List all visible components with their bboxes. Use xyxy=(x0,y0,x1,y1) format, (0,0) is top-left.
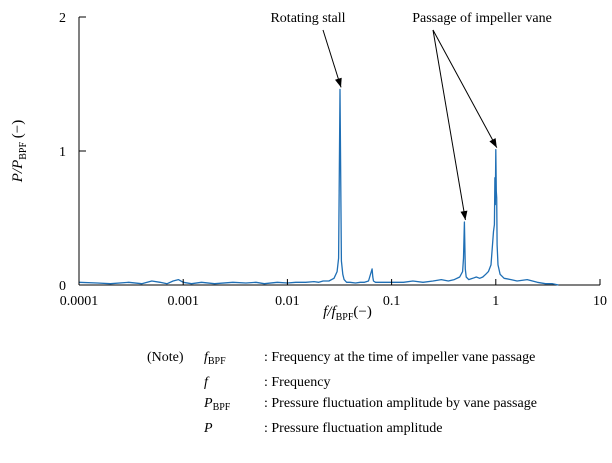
axis-title-subscript: BPF xyxy=(336,312,354,323)
note-symbol-subscript: BPF xyxy=(212,402,231,413)
axis-title-main: f/f xyxy=(323,304,337,320)
x-tick-label: 1 xyxy=(492,294,499,309)
note-symbol: fBPF xyxy=(204,350,226,367)
x-tick-label: 0.1 xyxy=(383,294,401,309)
chart-annotations: Rotating stall Passage of impeller vane xyxy=(270,11,552,221)
annotation-label: Rotating stall xyxy=(270,11,345,26)
note-prefix xyxy=(147,393,204,418)
annotation-arrow-line xyxy=(432,29,466,221)
annotation-arrowhead xyxy=(489,138,497,148)
annotation-arrow-line xyxy=(432,29,498,148)
axis-title-unit: (−) xyxy=(353,304,371,320)
notes-legend: (Note) fBPF: Frequency at the time of imp… xyxy=(147,347,537,439)
note-description: : Frequency xyxy=(264,375,331,390)
note-symbol-subscript: BPF xyxy=(207,356,226,367)
axis-title-main: P/P xyxy=(10,160,26,184)
chart-series xyxy=(78,88,559,286)
x-tick-label: 0.0001 xyxy=(60,294,99,309)
annotation-label: Passage of impeller vane xyxy=(412,11,552,26)
y-tick-label: 0 xyxy=(59,279,66,294)
note-description: : Frequency at the time of impeller vane… xyxy=(264,350,536,365)
note-row: (Note) fBPF : Frequency at the time of imp… xyxy=(147,347,537,372)
annotation-arrow-line xyxy=(322,29,342,88)
note-row: PBPF : Pressure fluctuation amplitude by … xyxy=(147,393,537,418)
note-symbol: f xyxy=(204,375,208,390)
spectrum-chart: Rotating stall Passage of impeller vane 0… xyxy=(10,11,607,323)
x-tick-label: 10 xyxy=(593,294,607,309)
x-tick-label: 0.001 xyxy=(167,294,199,309)
series-line xyxy=(78,88,559,286)
note-symbol: PBPF xyxy=(204,396,231,413)
chart-ticks: 0.0001 0.001 0.01 0.1 1 10 0 1 2 xyxy=(59,11,607,309)
y-tick-label: 1 xyxy=(59,145,66,160)
axis-title-unit: (−) xyxy=(10,120,26,142)
note-prefix xyxy=(147,372,204,393)
note-prefix xyxy=(147,418,204,439)
note-description: : Pressure fluctuation amplitude by vane… xyxy=(264,396,537,411)
annotation-arrowhead xyxy=(335,77,342,88)
note-symbol: P xyxy=(204,421,213,436)
y-axis-title: P/PBPF (−) xyxy=(10,120,29,184)
annotation-arrowhead xyxy=(460,210,468,220)
note-prefix: (Note) xyxy=(147,350,184,365)
x-axis-title: f/fBPF(−) xyxy=(323,304,372,323)
note-row: P : Pressure fluctuation amplitude xyxy=(147,418,537,439)
x-tick-label: 0.01 xyxy=(275,294,300,309)
note-row: f : Frequency xyxy=(147,372,537,393)
y-tick-label: 2 xyxy=(59,11,66,26)
axis-title-subscript: BPF xyxy=(18,142,29,160)
note-description: : Pressure fluctuation amplitude xyxy=(264,421,443,436)
